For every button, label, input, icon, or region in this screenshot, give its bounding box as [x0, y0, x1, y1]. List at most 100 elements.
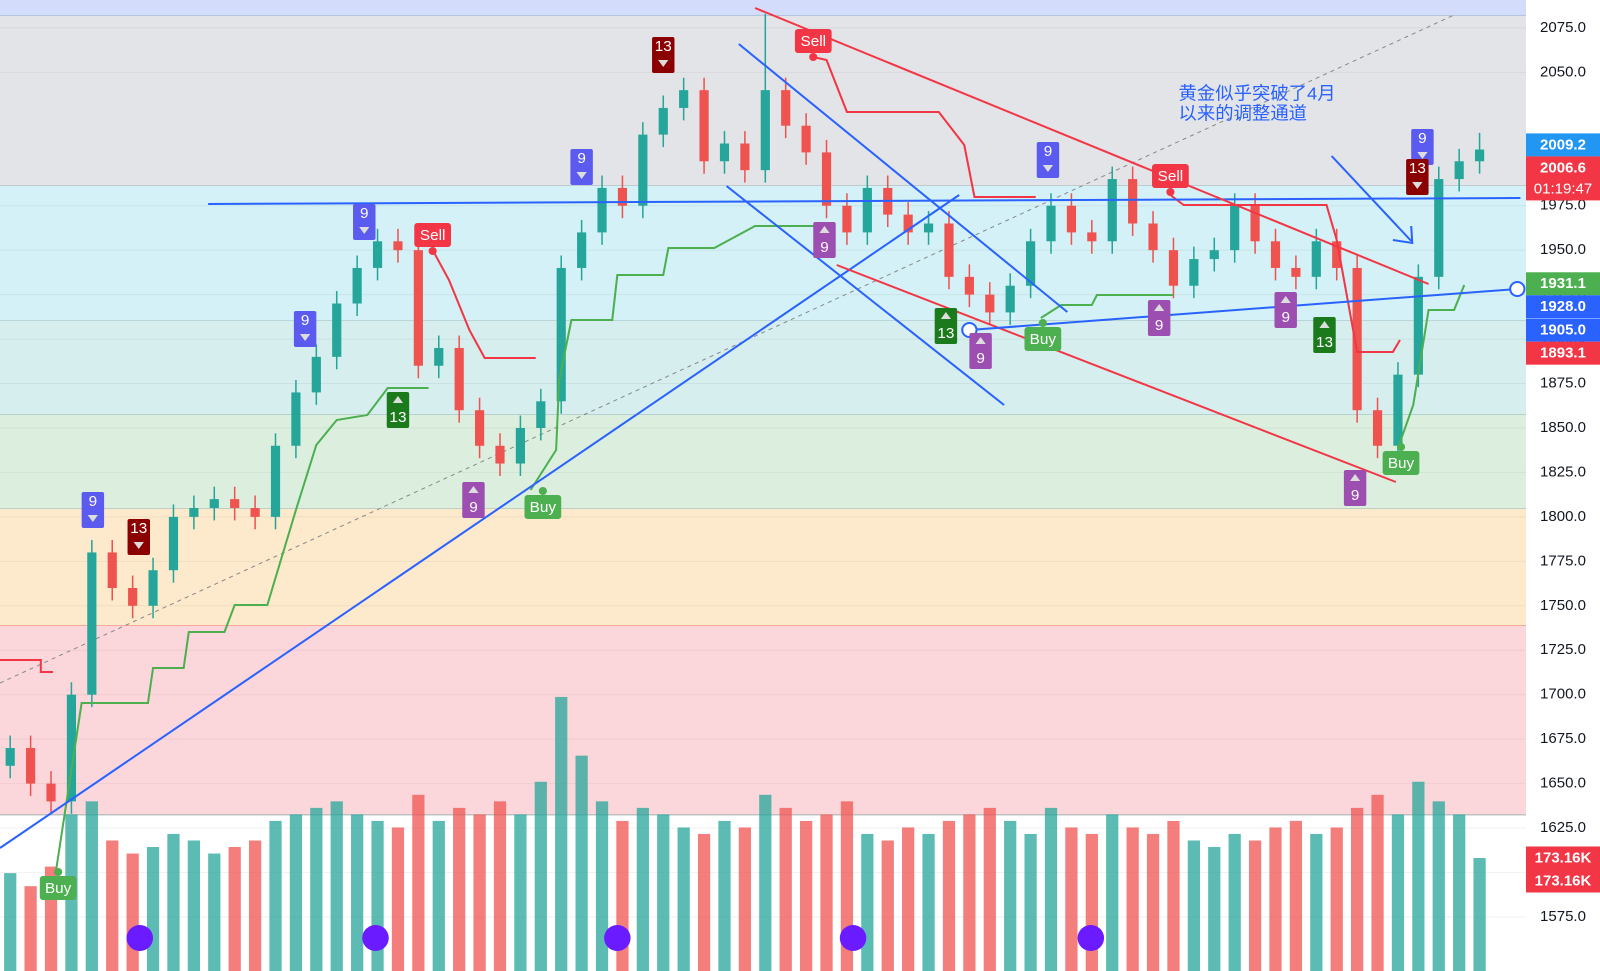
volume-bar	[595, 801, 609, 971]
trend-line	[725, 185, 1005, 406]
candle-body	[577, 232, 587, 268]
volume-bar	[289, 814, 303, 971]
buy-box	[524, 495, 562, 519]
buy-box	[1024, 327, 1062, 351]
y-tick-label: 1975.0	[1540, 197, 1586, 214]
volume-bar	[922, 833, 935, 971]
volume-bar	[1248, 840, 1262, 971]
candle-body	[1311, 241, 1321, 277]
candle-body	[1291, 267, 1301, 277]
candle-body	[760, 90, 770, 171]
candle-body	[1107, 179, 1117, 242]
candle-body	[923, 223, 934, 233]
sell-label: Sell	[420, 227, 446, 244]
candle-body	[1434, 179, 1444, 277]
candle-body	[781, 90, 791, 126]
volume-bar	[473, 814, 486, 971]
zone	[0, 508, 1526, 626]
setup-arrow	[576, 172, 587, 179]
candle-body	[801, 125, 811, 153]
candle-body	[1066, 205, 1077, 233]
volume-bar	[1106, 814, 1119, 971]
candle-body	[311, 356, 321, 393]
countdown: 01:19:47	[1534, 180, 1592, 197]
candle-body	[719, 143, 730, 162]
candle-body	[515, 427, 525, 464]
zone	[0, 185, 1526, 321]
supertrend-up	[1396, 284, 1466, 449]
setup-arrow	[819, 226, 830, 233]
volume-bar	[779, 807, 792, 971]
setup-label: 9	[1044, 143, 1053, 160]
setup-label: 9	[1281, 309, 1290, 326]
volume-bar	[738, 827, 752, 971]
setup-label: 9	[1351, 487, 1360, 504]
event-icon[interactable]	[362, 925, 389, 951]
setup-label: 9	[976, 350, 985, 367]
setup-label: 9	[1418, 130, 1427, 147]
price-label-text: 2006.6	[1540, 159, 1586, 176]
volume-bar	[555, 696, 568, 971]
event-icon[interactable]	[839, 925, 867, 951]
candle-body	[1413, 276, 1423, 375]
event-icon[interactable]	[604, 925, 631, 951]
volume-bar	[1391, 814, 1405, 971]
price-label-text: 2009.2	[1540, 136, 1586, 153]
volume-pane	[4, 696, 1486, 971]
candle-body	[454, 347, 464, 411]
candle-body	[842, 205, 852, 233]
setup-arrow	[975, 337, 986, 344]
setup-label: 9	[301, 312, 310, 329]
candle-body	[291, 392, 301, 446]
volume-bar	[514, 814, 527, 971]
candle-body	[944, 223, 954, 277]
setup-label: 9	[89, 493, 98, 510]
setup-box	[1343, 470, 1367, 506]
arrow	[1330, 155, 1412, 242]
setup-label: 9	[1155, 317, 1164, 334]
candle-body	[536, 401, 546, 428]
sell-label: Sell	[1158, 168, 1184, 185]
signals: 9 9 9 9 9 9 13 13 13 9 9 9 9 9 9 13 13 13 Sell Sell Sell Buy B…	[39, 29, 1434, 900]
volume-bar	[24, 886, 37, 971]
setup-box	[813, 222, 836, 258]
setup-label: 9	[469, 499, 478, 516]
countdown-label: 13	[389, 409, 406, 426]
candle-body	[5, 748, 15, 766]
candle-body	[352, 267, 362, 304]
setup-arrow	[359, 227, 370, 234]
candle-body	[1128, 179, 1138, 224]
candle-body	[1168, 250, 1179, 286]
volume-bar	[126, 853, 139, 971]
annotation: 黄金似乎突破了4月	[1179, 84, 1336, 104]
zone	[0, 414, 1526, 509]
countdown-box	[127, 519, 150, 555]
grid	[0, 27, 1526, 918]
candle-body	[148, 570, 158, 606]
volume-bar	[963, 814, 976, 971]
sell-label: Sell	[801, 33, 827, 50]
candle-body	[1393, 374, 1403, 446]
volume-bar	[4, 873, 17, 971]
plot-area: 9 9 9 9 9 9 13 13 13 9 9 9 9 9 9 13 13 13 Sell Sell Sell Buy B…	[0, 7, 1526, 971]
candle-body	[617, 187, 628, 206]
volume-bar	[1289, 820, 1303, 971]
candle-body	[1087, 232, 1097, 242]
candle-body	[230, 499, 240, 508]
volume-bar	[146, 847, 160, 971]
volume-bar	[1146, 833, 1160, 971]
event-icon[interactable]	[126, 925, 154, 951]
event-icons	[126, 925, 1105, 951]
zone	[0, 320, 1526, 415]
volume-bar	[718, 820, 731, 971]
event-icon[interactable]	[1077, 925, 1105, 951]
supertrend-up	[529, 225, 817, 491]
y-tick-label: 2050.0	[1540, 63, 1586, 80]
y-tick-label: 1575.0	[1540, 908, 1586, 925]
handle	[1509, 281, 1526, 297]
sell-dot	[1166, 188, 1175, 196]
candle-body	[270, 445, 281, 517]
candle-body	[638, 134, 648, 206]
sell-box	[414, 223, 452, 247]
